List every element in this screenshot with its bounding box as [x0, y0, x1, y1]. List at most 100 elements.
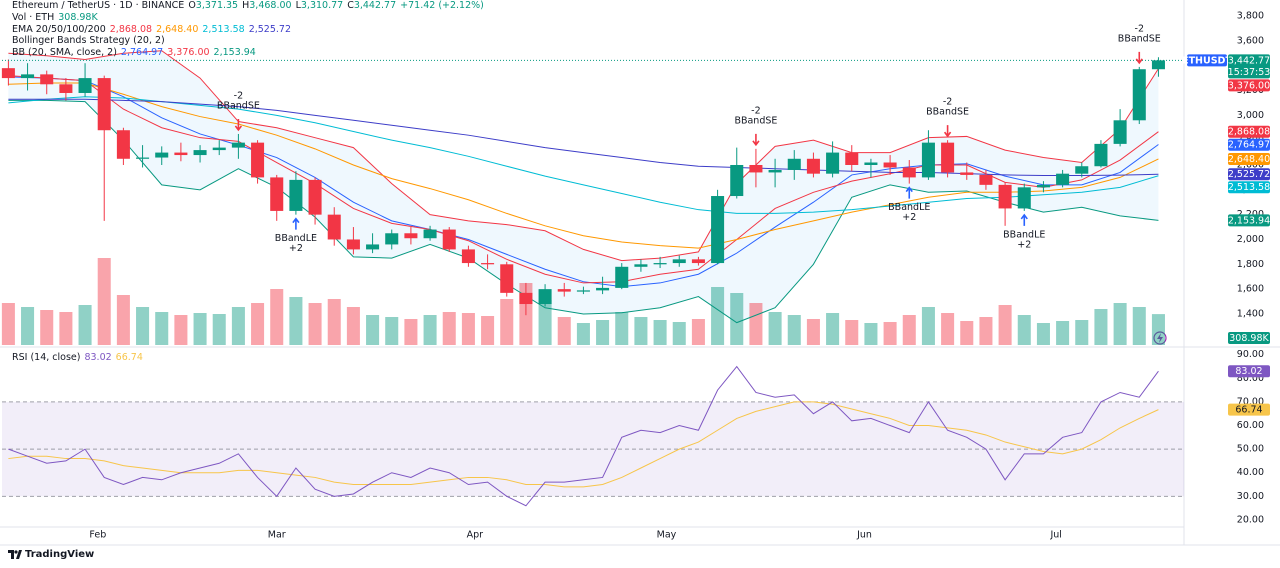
volume-bar	[711, 287, 725, 345]
volume-bar	[1075, 320, 1089, 345]
price-tag-label: 3,442.77	[1228, 55, 1270, 66]
bb-value: 2,764.97	[120, 47, 164, 59]
countdown: 15:37:53	[1228, 67, 1271, 78]
legend-strategy-row: Bollinger Bands Strategy (20, 2)	[12, 35, 488, 47]
footer: TradingView	[8, 549, 94, 560]
volume-bar	[270, 289, 284, 345]
volume-bar	[845, 320, 859, 345]
brand: TradingView	[25, 549, 95, 560]
signal-label: BBandSE	[734, 115, 777, 126]
rsi-tick-label: 20.00	[1237, 514, 1264, 525]
ohlc-letter: L	[295, 0, 301, 11]
y-tick-label: 3,000	[1237, 110, 1264, 121]
candle-body	[481, 263, 495, 265]
ticker-label: ETHUSDT	[1182, 55, 1232, 66]
volume-bar	[500, 299, 514, 345]
volume-bar	[385, 317, 399, 345]
alert-icon[interactable]	[1153, 331, 1167, 345]
volume-bar	[59, 312, 73, 345]
signal-arrow	[905, 186, 913, 199]
rsi-value: 83.02	[84, 352, 112, 363]
volume-bar	[404, 319, 418, 345]
candle-body	[78, 78, 92, 93]
volume-bar	[174, 315, 188, 345]
candle-body	[251, 142, 265, 178]
candle-body	[730, 164, 744, 197]
volume-bar	[231, 307, 245, 345]
rsi-tick-label: 50.00	[1237, 444, 1264, 455]
candle-body	[941, 142, 955, 173]
volume-bar	[921, 307, 935, 345]
y-tick-label: 2,600	[1237, 159, 1264, 170]
candle-body	[979, 174, 993, 185]
candle-body	[174, 152, 188, 156]
line-tag	[1228, 138, 1270, 151]
candle-body	[423, 229, 437, 239]
bb-line	[8, 50, 1159, 262]
signal-arrow	[943, 125, 952, 138]
volume-bar	[1094, 309, 1108, 345]
ohlc-value: 3,310.77	[300, 0, 344, 11]
candle-body	[97, 78, 111, 131]
candle-body	[864, 162, 878, 165]
signal-arrow	[292, 217, 300, 230]
volume-bar	[998, 305, 1012, 345]
signal-label: BBandSE	[926, 107, 969, 118]
rsi-tick-label: 90.00	[1237, 349, 1264, 360]
legend: Ethereum / TetherUS · 1D · BINANCE O3,371…	[12, 0, 488, 59]
x-tick-label: Jul	[1049, 530, 1061, 541]
y-tick-label: 1,800	[1237, 259, 1264, 270]
bb-fill	[8, 50, 1159, 323]
line-tag-label: 2,513.58	[1228, 182, 1270, 193]
bb-value: 2,153.94	[213, 47, 256, 59]
x-tick-label: Jun	[856, 530, 872, 541]
line-tag-label: 2,525.72	[1228, 169, 1270, 180]
rsi-tick-label: 40.00	[1237, 467, 1264, 478]
volume-bar	[730, 293, 744, 345]
price-tag	[1228, 54, 1270, 79]
volume-bar	[749, 303, 763, 345]
change: +71.42 (+2.12%)	[400, 0, 484, 11]
candle-body	[1094, 143, 1108, 167]
candle-body	[270, 177, 284, 211]
strategy-title: Bollinger Bands Strategy (20, 2)	[12, 35, 165, 47]
volume-bar	[864, 323, 878, 345]
rsi-value: 66.74	[115, 352, 143, 363]
volume-bar	[212, 314, 226, 345]
line-tag	[1228, 152, 1270, 165]
volume-bar	[615, 312, 629, 345]
volume-bar	[97, 258, 111, 345]
alert-icon-bolt	[1157, 333, 1163, 343]
volume-bar	[1036, 323, 1050, 345]
volume-bar	[327, 299, 341, 345]
candle-body	[787, 158, 801, 170]
candle-body	[136, 157, 150, 159]
signal-label: +2	[289, 243, 303, 254]
volume-bar	[21, 307, 35, 345]
volume-bar	[308, 303, 322, 345]
candle-body	[1017, 187, 1031, 209]
volume-bar	[672, 322, 686, 345]
candle-body	[883, 162, 897, 168]
volume-bar	[979, 317, 993, 345]
volume-bar	[538, 300, 552, 345]
candle-body	[596, 287, 610, 291]
volume-bar	[787, 315, 801, 345]
volume-bar	[941, 313, 955, 345]
line-tag-label: 3,376.00	[1228, 80, 1270, 91]
volume-bar	[193, 313, 207, 345]
rsi-tick-label: 70.00	[1237, 396, 1264, 407]
candle-body	[289, 179, 303, 211]
candle-body	[557, 289, 571, 292]
volume-title: Vol · ETH	[12, 11, 55, 23]
signal-label: BBandLE	[888, 202, 930, 213]
candle-body	[998, 184, 1012, 209]
rsi-tag	[1228, 365, 1270, 378]
line-tag	[1228, 214, 1270, 227]
signal-label: BBandSE	[217, 100, 260, 111]
volume-bar	[557, 317, 571, 345]
rsi-tick-label: 60.00	[1237, 420, 1264, 431]
volume-bar	[1, 303, 15, 345]
candle-body	[576, 290, 590, 292]
